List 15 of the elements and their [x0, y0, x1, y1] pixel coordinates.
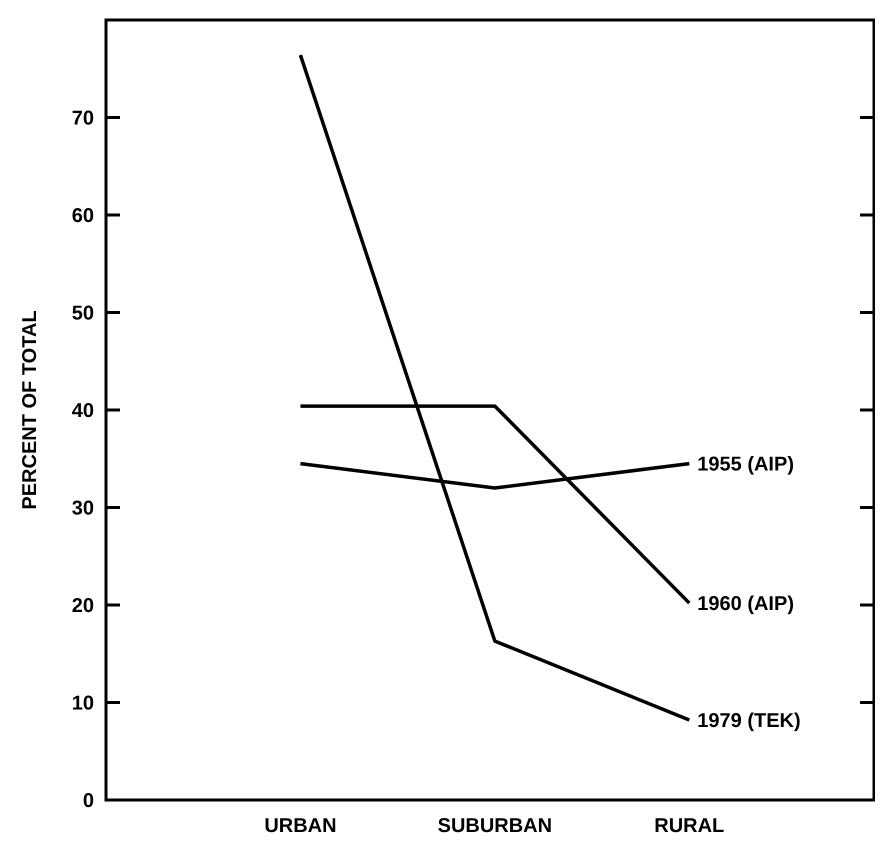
series-label: 1960 (AIP) — [697, 593, 794, 616]
series-label: 1955 (AIP) — [697, 454, 794, 476]
y-tick-label: 50 — [72, 302, 94, 324]
y-tick-label: 10 — [72, 692, 94, 714]
y-axis-title: PERCENT OF TOTAL — [19, 310, 41, 510]
y-tick-label: 70 — [72, 108, 94, 130]
x-tick-label: URBAN — [264, 815, 337, 837]
y-tick-label: 20 — [72, 595, 94, 617]
y-tick-label: 40 — [72, 400, 94, 422]
x-tick-label: SUBURBAN — [438, 815, 552, 837]
x-tick-label: RURAL — [654, 815, 724, 837]
y-tick-label: 30 — [72, 498, 94, 520]
y-tick-label: 60 — [72, 205, 94, 227]
series-label: 1979 (TEK) — [697, 710, 801, 732]
y-tick-label: 0 — [82, 790, 94, 812]
